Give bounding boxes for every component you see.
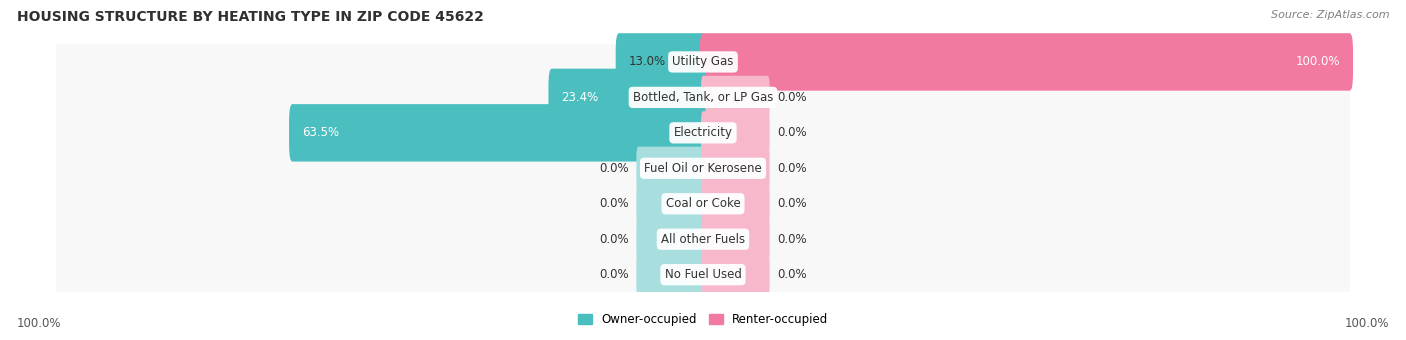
Text: 0.0%: 0.0% — [778, 91, 807, 104]
Text: Coal or Coke: Coal or Coke — [665, 197, 741, 210]
Text: 100.0%: 100.0% — [1344, 317, 1389, 330]
Text: 100.0%: 100.0% — [17, 317, 62, 330]
FancyBboxPatch shape — [702, 76, 769, 119]
FancyBboxPatch shape — [290, 104, 706, 162]
Text: 0.0%: 0.0% — [778, 126, 807, 139]
Text: 0.0%: 0.0% — [599, 197, 628, 210]
FancyBboxPatch shape — [48, 18, 1358, 105]
FancyBboxPatch shape — [548, 69, 706, 126]
Text: Fuel Oil or Kerosene: Fuel Oil or Kerosene — [644, 162, 762, 175]
FancyBboxPatch shape — [48, 231, 1358, 318]
Text: Bottled, Tank, or LP Gas: Bottled, Tank, or LP Gas — [633, 91, 773, 104]
FancyBboxPatch shape — [637, 147, 704, 190]
Text: 13.0%: 13.0% — [628, 55, 666, 68]
Text: 0.0%: 0.0% — [778, 162, 807, 175]
FancyBboxPatch shape — [51, 98, 1355, 168]
Text: Electricity: Electricity — [673, 126, 733, 139]
FancyBboxPatch shape — [637, 182, 704, 225]
FancyBboxPatch shape — [51, 240, 1355, 310]
FancyBboxPatch shape — [48, 125, 1358, 212]
FancyBboxPatch shape — [637, 253, 704, 296]
FancyBboxPatch shape — [702, 182, 769, 225]
Text: 0.0%: 0.0% — [599, 233, 628, 246]
FancyBboxPatch shape — [700, 33, 1353, 91]
FancyBboxPatch shape — [48, 54, 1358, 141]
Legend: Owner-occupied, Renter-occupied: Owner-occupied, Renter-occupied — [572, 308, 834, 331]
Text: 0.0%: 0.0% — [599, 162, 628, 175]
FancyBboxPatch shape — [51, 62, 1355, 133]
FancyBboxPatch shape — [702, 253, 769, 296]
FancyBboxPatch shape — [637, 218, 704, 261]
FancyBboxPatch shape — [51, 204, 1355, 274]
FancyBboxPatch shape — [48, 160, 1358, 248]
Text: 0.0%: 0.0% — [778, 233, 807, 246]
Text: 63.5%: 63.5% — [302, 126, 339, 139]
FancyBboxPatch shape — [51, 133, 1355, 203]
FancyBboxPatch shape — [48, 195, 1358, 283]
FancyBboxPatch shape — [702, 218, 769, 261]
FancyBboxPatch shape — [51, 169, 1355, 239]
FancyBboxPatch shape — [616, 33, 706, 91]
FancyBboxPatch shape — [702, 111, 769, 154]
Text: No Fuel Used: No Fuel Used — [665, 268, 741, 281]
Text: 100.0%: 100.0% — [1295, 55, 1340, 68]
Text: 23.4%: 23.4% — [561, 91, 599, 104]
Text: All other Fuels: All other Fuels — [661, 233, 745, 246]
Text: HOUSING STRUCTURE BY HEATING TYPE IN ZIP CODE 45622: HOUSING STRUCTURE BY HEATING TYPE IN ZIP… — [17, 10, 484, 24]
Text: 0.0%: 0.0% — [778, 197, 807, 210]
FancyBboxPatch shape — [48, 89, 1358, 176]
Text: 0.0%: 0.0% — [778, 268, 807, 281]
Text: Source: ZipAtlas.com: Source: ZipAtlas.com — [1271, 10, 1389, 20]
FancyBboxPatch shape — [51, 27, 1355, 97]
FancyBboxPatch shape — [702, 147, 769, 190]
Text: Utility Gas: Utility Gas — [672, 55, 734, 68]
Text: 0.0%: 0.0% — [599, 268, 628, 281]
